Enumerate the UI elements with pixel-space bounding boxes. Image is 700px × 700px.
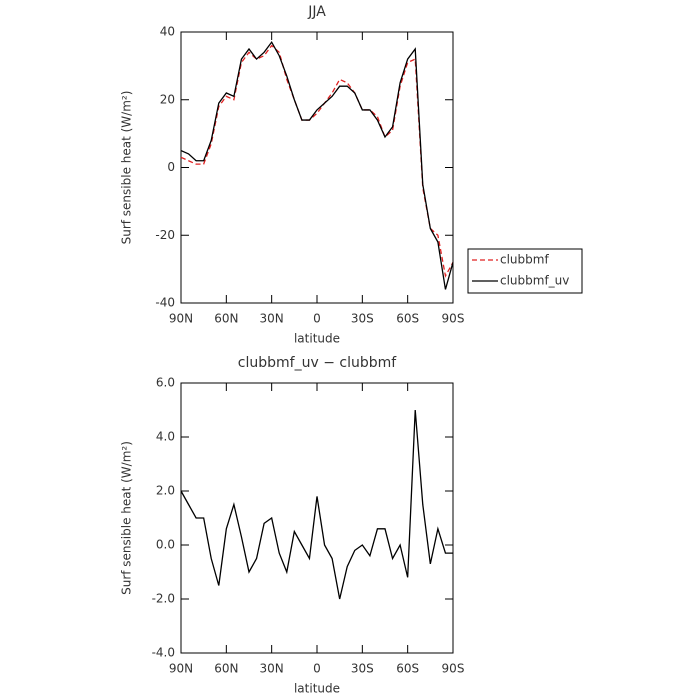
- y-tick-label: 6.0: [156, 376, 175, 390]
- legend-box: [467, 248, 583, 294]
- x-tick-label: 0: [313, 312, 321, 326]
- x-tick-label: 90N: [169, 662, 193, 676]
- data-line: [180, 409, 453, 600]
- y-tick-label: 4.0: [156, 430, 175, 444]
- plot-frame: [180, 382, 454, 654]
- y-tick-label: -20: [155, 228, 175, 242]
- x-tick-label: 90S: [442, 312, 465, 326]
- x-tick-label: 90N: [169, 312, 193, 326]
- y-tick-label: -2.0: [152, 592, 175, 606]
- x-tick-label: 60N: [214, 662, 238, 676]
- plot-frame: [180, 31, 454, 304]
- x-tick-label: 60S: [396, 312, 419, 326]
- legend-label: clubbmf_uv: [500, 274, 569, 288]
- x-axis-label: latitude: [294, 682, 340, 696]
- x-tick-label: 30S: [351, 312, 374, 326]
- x-tick-label: 30S: [351, 662, 374, 676]
- chart-title: JJA: [307, 4, 326, 20]
- y-tick-label: 40: [160, 25, 175, 39]
- data-line: [180, 44, 454, 278]
- x-tick-label: 90S: [442, 662, 465, 676]
- y-tick-label: 0: [167, 160, 175, 174]
- x-tick-label: 30N: [260, 312, 284, 326]
- x-tick-label: 60N: [214, 312, 238, 326]
- data-line: [180, 40, 454, 290]
- y-axis-label: Surf sensible heat (W/m²): [120, 441, 134, 595]
- y-tick-label: 2.0: [156, 484, 175, 498]
- y-tick-label: -4.0: [152, 646, 175, 660]
- y-tick-label: 20: [160, 92, 175, 106]
- x-axis-label: latitude: [294, 332, 340, 346]
- y-tick-label: 0.0: [156, 538, 175, 552]
- chart-title: clubbmf_uv − clubbmf: [238, 355, 397, 371]
- x-tick-label: 0: [313, 662, 321, 676]
- y-tick-label: -40: [155, 296, 175, 310]
- legend-label: clubbmf: [500, 253, 549, 267]
- x-tick-label: 60S: [396, 662, 419, 676]
- y-axis-label: Surf sensible heat (W/m²): [120, 91, 134, 245]
- x-tick-label: 30N: [260, 662, 284, 676]
